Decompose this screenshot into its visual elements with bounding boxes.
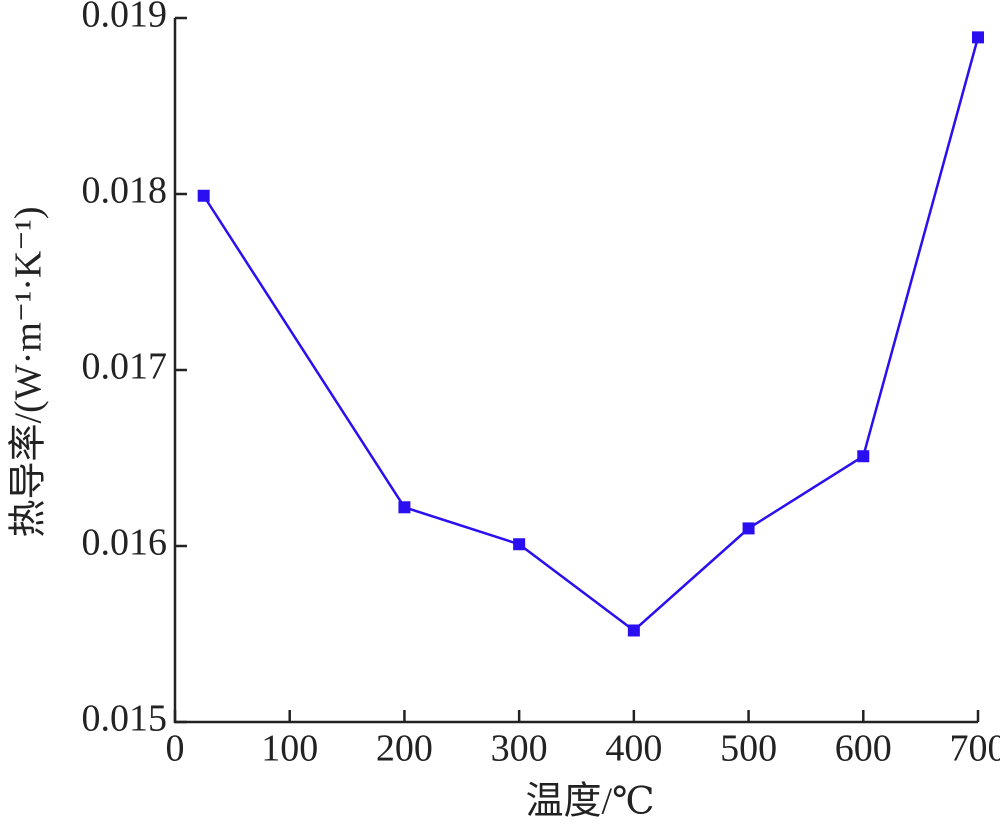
marker <box>972 31 984 44</box>
y-axis-label: 热导率/(W·m⁻¹·K⁻¹) <box>8 207 50 538</box>
marker <box>513 538 526 551</box>
line <box>202 37 980 633</box>
y-tick-label: 0.017 <box>82 346 168 388</box>
x-tick-label: 400 <box>605 728 662 770</box>
x-axis-label: 温度/℃ <box>525 781 654 823</box>
marker <box>857 450 870 463</box>
y-tick-label: 0.019 <box>82 0 168 36</box>
x-tick-label: 200 <box>376 728 433 770</box>
y-tick-label: 0.016 <box>82 522 168 564</box>
marker <box>197 189 210 202</box>
x-tick-label: 600 <box>835 728 892 770</box>
y-tick-label: 0.015 <box>82 698 168 740</box>
x-tick-label: 0 <box>166 728 185 770</box>
x-tick-label: 300 <box>491 728 548 770</box>
y-tick-label: 0.018 <box>82 170 168 212</box>
marker <box>398 501 411 514</box>
marker <box>627 624 640 637</box>
x-tick-label: 500 <box>720 728 777 770</box>
axes <box>173 18 978 724</box>
x-tick-label: 700 <box>950 728 1000 770</box>
marker <box>742 522 755 535</box>
x-tick-label: 100 <box>261 728 318 770</box>
